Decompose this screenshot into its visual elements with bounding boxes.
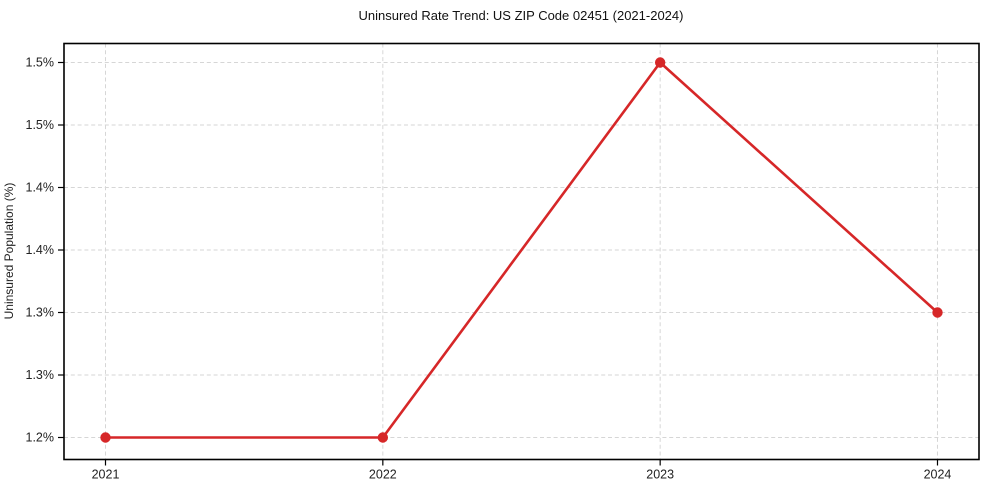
data-point [377,432,389,443]
x-tick-label: 2023 [646,468,674,482]
axis-ticks [58,61,939,466]
y-tick-label: 1.4% [26,243,55,257]
y-tick-label: 1.5% [26,118,55,132]
plot-border [63,42,980,461]
data-point [932,307,943,318]
x-tick-label: 2024 [924,468,952,482]
y-tick-label: 1.3% [26,368,55,382]
y-tick-label: 1.3% [26,306,55,320]
data-point [100,432,111,443]
x-tick-label: 2022 [369,468,397,482]
data-series [100,57,943,443]
gridlines [64,43,979,460]
y-tick-label: 1.2% [26,431,55,445]
chart-title: Uninsured Rate Trend: US ZIP Code 02451 … [359,8,684,23]
y-tick-label: 1.4% [26,181,55,195]
y-tick-label: 1.5% [26,56,55,70]
trend-line [104,61,939,439]
axis-tick-labels: 1.2% 1.3% 1.3% 1.4% 1.4% 1.5% 1.5% 2021 2022 2023… [26,56,952,482]
y-axis-label: Uninsured Population (%) [2,183,16,320]
x-tick-label: 2021 [92,468,120,482]
data-point [654,57,666,68]
